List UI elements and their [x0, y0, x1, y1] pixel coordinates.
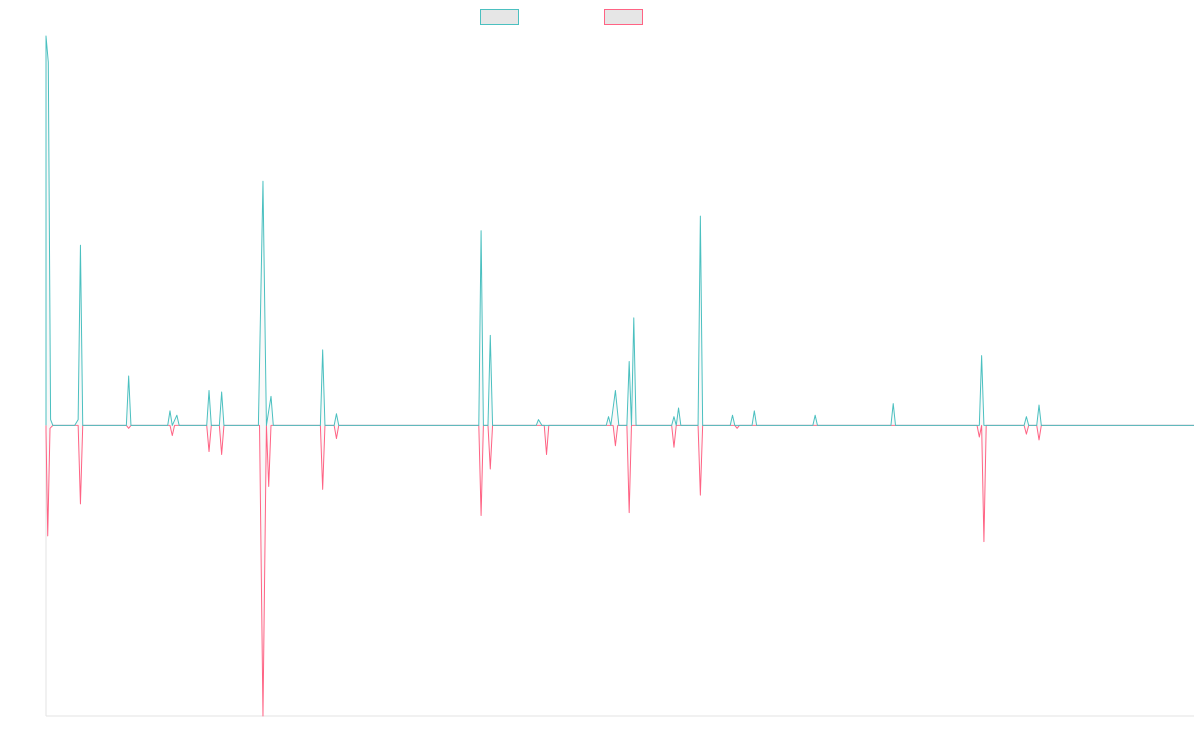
series-1-area	[46, 36, 1194, 426]
legend-swatch-series-1[interactable]	[480, 9, 519, 25]
series-2-line	[45, 424, 1194, 717]
legend-swatch-series-2[interactable]	[604, 9, 643, 25]
series-1-line	[45, 35, 1194, 426]
series-2-area	[46, 425, 1194, 716]
